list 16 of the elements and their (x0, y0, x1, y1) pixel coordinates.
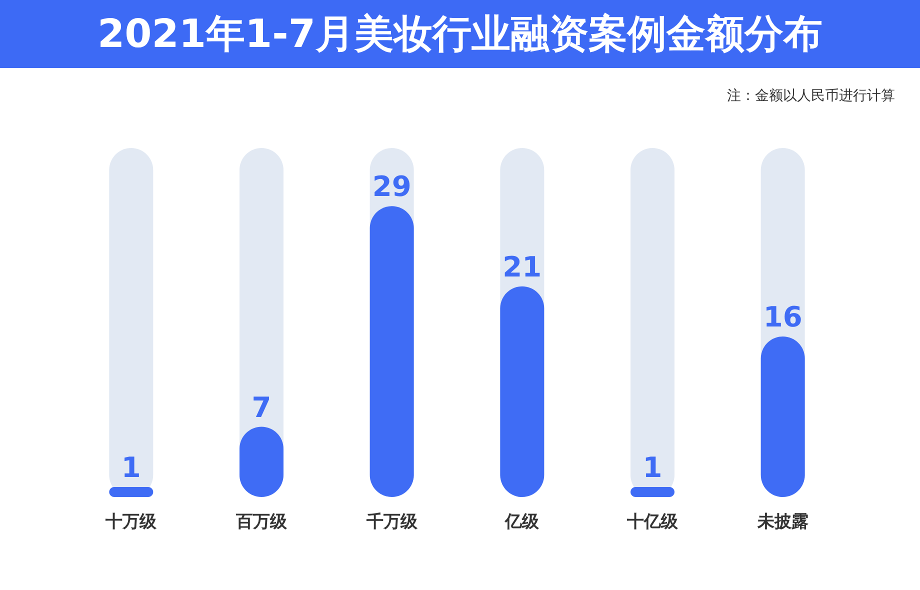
data-label: 29 (372, 170, 412, 204)
x-tick-label: 未披露 (756, 512, 808, 532)
data-label: 7 (252, 390, 272, 424)
data-label: 1 (121, 450, 141, 484)
x-tick-label: 十万级 (104, 512, 158, 532)
x-tick-label: 十亿级 (626, 512, 679, 532)
x-tick-label: 千万级 (365, 512, 418, 532)
x-tick-label: 亿级 (504, 512, 540, 532)
bar (630, 486, 674, 497)
text: 注：金额以人民币进行计算 (727, 88, 895, 104)
bar (109, 486, 154, 497)
x-tick-label: 百万级 (235, 512, 288, 532)
data-label: 1 (642, 450, 662, 484)
chart-title: 2021年1-7月美妆行业融资案例金额分布 (97, 12, 823, 57)
data-label: 21 (502, 250, 542, 284)
data-label: 16 (763, 300, 802, 334)
